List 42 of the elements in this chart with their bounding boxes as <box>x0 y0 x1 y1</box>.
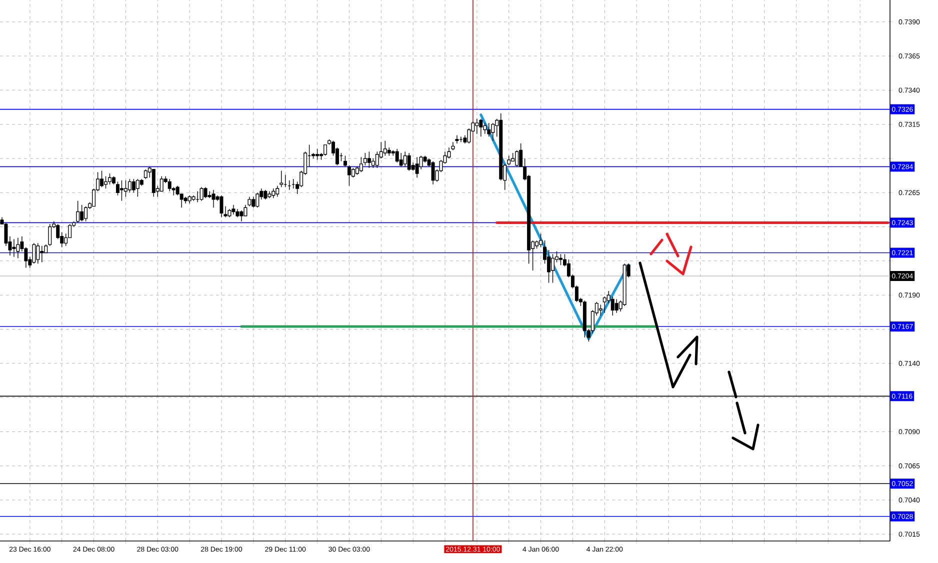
candlestick <box>240 210 244 222</box>
candlestick <box>431 160 435 185</box>
candlestick <box>236 208 240 218</box>
candlestick <box>419 155 423 170</box>
candlestick <box>16 237 20 259</box>
candlestick <box>403 151 407 168</box>
candlestick <box>284 174 288 188</box>
candlestick <box>447 147 451 159</box>
candlestick <box>196 190 200 203</box>
candlestick <box>188 195 192 204</box>
candlestick <box>479 118 483 137</box>
candlestick <box>228 208 232 218</box>
candlestick <box>455 134 459 144</box>
candlestick <box>459 136 463 142</box>
candlestick <box>256 192 260 208</box>
candlestick <box>292 178 296 189</box>
candlestick <box>475 118 479 134</box>
candlestick <box>264 190 268 200</box>
candlestick <box>252 196 256 208</box>
candlestick <box>224 206 228 218</box>
candlestick <box>407 152 411 172</box>
candlestick <box>40 246 44 263</box>
candlestick <box>483 122 487 134</box>
candlestick <box>487 122 491 137</box>
candlestick <box>288 180 292 190</box>
candlestick <box>451 142 455 151</box>
candlestick <box>4 222 8 246</box>
candlestick <box>200 186 204 202</box>
candlestick <box>192 195 196 202</box>
candlestick <box>415 156 419 178</box>
candlestick <box>232 204 236 215</box>
candlestick <box>204 186 208 198</box>
candlestick <box>339 152 343 162</box>
candlestick <box>36 242 40 264</box>
candlestick <box>184 196 188 204</box>
candlestick <box>12 238 16 258</box>
candlestick <box>248 196 252 207</box>
candlestick <box>32 242 36 264</box>
candlestick <box>423 155 427 163</box>
candlestick <box>622 263 626 306</box>
candlestick <box>212 190 216 208</box>
candlestick <box>208 190 212 198</box>
